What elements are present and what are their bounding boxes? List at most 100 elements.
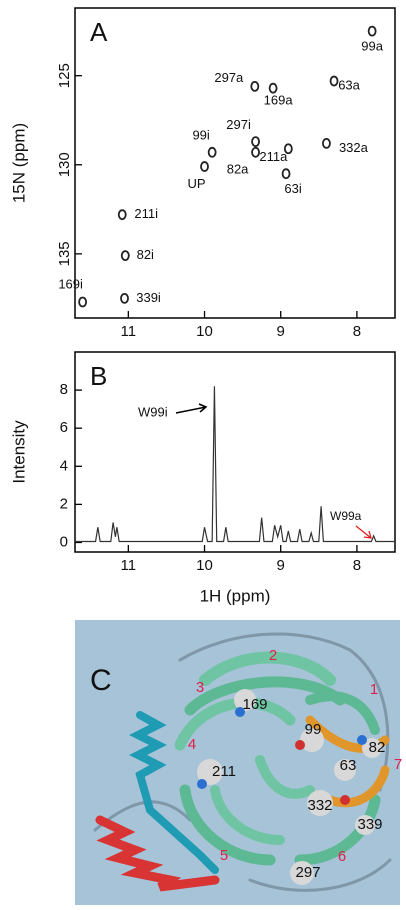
y-tick-label: 8 bbox=[60, 381, 68, 398]
sphere bbox=[355, 815, 375, 835]
residue-label: 99 bbox=[305, 721, 322, 738]
peak bbox=[200, 161, 209, 172]
peak bbox=[120, 250, 130, 262]
peak bbox=[117, 209, 127, 221]
peak bbox=[283, 143, 293, 155]
red-helix bbox=[95, 815, 220, 892]
peak bbox=[78, 296, 88, 308]
residue-label: 63 bbox=[340, 757, 357, 774]
y-tick-label: 135 bbox=[56, 241, 73, 266]
y-axis-label: Intensity bbox=[9, 420, 28, 484]
annotation: W99i bbox=[138, 404, 168, 419]
x-tick-label: 8 bbox=[353, 557, 361, 574]
sheet bbox=[174, 697, 296, 751]
peak-label: 99i bbox=[192, 128, 209, 143]
sphere bbox=[290, 861, 314, 885]
peak-label: UP bbox=[187, 176, 205, 191]
sheet bbox=[294, 794, 381, 866]
peak bbox=[367, 25, 377, 37]
panel-label: A bbox=[90, 17, 108, 47]
y-tick-label: 6 bbox=[60, 419, 68, 436]
sheet bbox=[199, 651, 336, 686]
region-label: 6 bbox=[338, 848, 346, 865]
panel-label: C bbox=[90, 664, 112, 697]
sphere bbox=[295, 740, 305, 750]
residue-label: 211 bbox=[212, 763, 236, 780]
sphere bbox=[235, 707, 245, 717]
peak bbox=[250, 80, 260, 92]
x-tick-label: 11 bbox=[121, 557, 137, 574]
peak bbox=[329, 75, 339, 87]
peak bbox=[251, 136, 260, 148]
peak bbox=[281, 168, 291, 180]
residue-label: 332 bbox=[307, 797, 332, 814]
peak-label: 82i bbox=[137, 247, 154, 262]
peak bbox=[251, 146, 260, 158]
sphere bbox=[357, 735, 367, 745]
annotation-arrow bbox=[175, 403, 208, 414]
region-label: 7 bbox=[394, 756, 402, 773]
sheet bbox=[305, 691, 380, 735]
cyan-helix bbox=[129, 711, 219, 874]
sheet bbox=[210, 785, 285, 845]
peak-label: 169a bbox=[264, 93, 294, 108]
sheet bbox=[179, 784, 276, 866]
x-tick-label: 9 bbox=[277, 557, 285, 574]
x-tick-label: 9 bbox=[277, 323, 285, 340]
region-label: 3 bbox=[196, 679, 204, 696]
panel-label: B bbox=[90, 361, 107, 391]
plot-frame bbox=[74, 351, 396, 553]
peak-label: 63a bbox=[338, 77, 360, 92]
peak-label: 332a bbox=[339, 140, 369, 155]
y-tick-label: 2 bbox=[60, 495, 68, 512]
y-tick-label: 4 bbox=[60, 457, 68, 474]
x-axis-label: 1H (ppm) bbox=[200, 586, 271, 605]
structure-panel: C 1 2 3 4 5 6 7 169 99 82 63 211 332 339 297 bbox=[75, 620, 402, 905]
sphere bbox=[197, 759, 223, 785]
annotation: W99a bbox=[330, 509, 362, 523]
sphere bbox=[307, 790, 333, 816]
x-tick-label: 10 bbox=[196, 557, 213, 574]
y-tick-label: 0 bbox=[60, 533, 68, 550]
region-label: 1 bbox=[370, 681, 378, 698]
spectrum-line bbox=[75, 386, 395, 543]
region-label: 5 bbox=[220, 847, 228, 864]
x-tick-label: 8 bbox=[353, 323, 361, 340]
residue-label: 169 bbox=[242, 696, 267, 713]
peak-label: 169i bbox=[58, 276, 83, 291]
peak-label: 297a bbox=[214, 70, 244, 85]
y-axis-label: 15N (ppm) bbox=[9, 123, 28, 203]
peak-label: 63i bbox=[284, 181, 301, 196]
residue-label: 82 bbox=[369, 739, 386, 756]
sheet bbox=[184, 676, 346, 716]
annotation-arrow bbox=[355, 525, 372, 539]
peak bbox=[207, 146, 217, 158]
peak-label: 339i bbox=[136, 290, 161, 305]
plot-frame bbox=[74, 7, 396, 319]
peak bbox=[120, 293, 129, 304]
structure-drawing bbox=[93, 632, 392, 892]
sphere bbox=[234, 689, 256, 711]
residue-label: 339 bbox=[357, 816, 382, 833]
sphere bbox=[334, 759, 356, 781]
sheet bbox=[255, 755, 315, 799]
x-tick-label: 11 bbox=[121, 323, 137, 340]
peak-label: 297i bbox=[226, 117, 251, 132]
peak-label: 99a bbox=[361, 39, 383, 54]
peak-label: 82a bbox=[227, 162, 249, 177]
peak-label: 211i bbox=[134, 206, 158, 221]
residue-label: 297 bbox=[295, 864, 320, 881]
y-tick-label: 125 bbox=[56, 63, 73, 88]
sphere bbox=[362, 738, 382, 758]
sphere bbox=[197, 779, 207, 789]
region-label: 4 bbox=[188, 736, 196, 753]
region-label: 2 bbox=[269, 647, 277, 664]
y-tick-label: 130 bbox=[56, 152, 73, 177]
sphere bbox=[300, 728, 324, 752]
peak-label: 211a bbox=[259, 149, 288, 164]
sphere bbox=[340, 795, 350, 805]
x-tick-label: 10 bbox=[196, 323, 213, 340]
atom-spheres bbox=[197, 689, 382, 885]
